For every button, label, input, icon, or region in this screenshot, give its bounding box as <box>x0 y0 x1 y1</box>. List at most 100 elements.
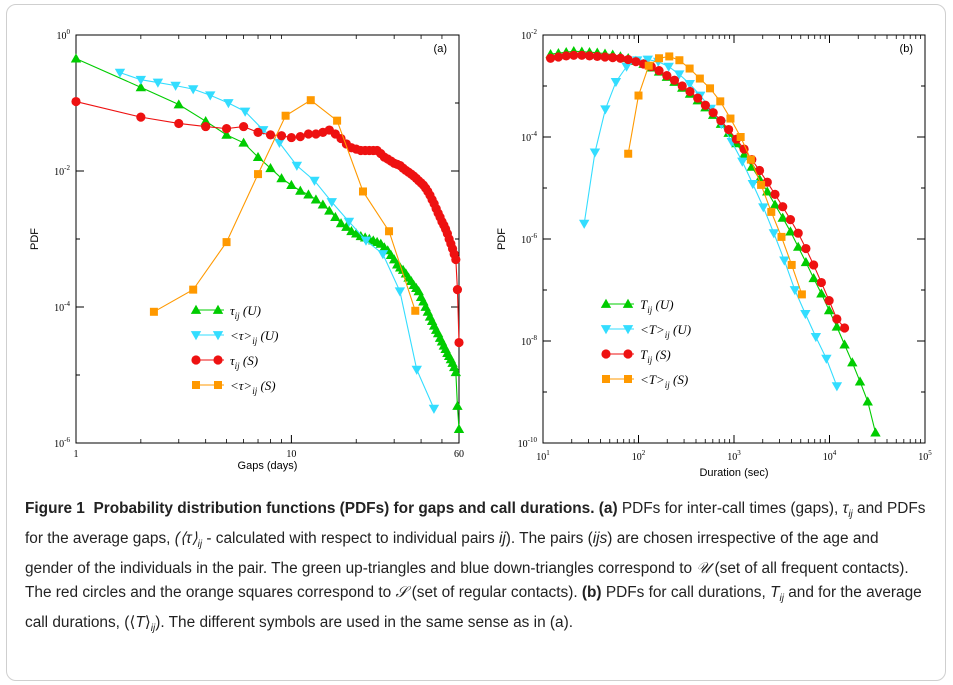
caption-part-b-label: (b) <box>581 584 602 602</box>
panel-a-series-u-point <box>326 198 337 208</box>
legend-item: <T>ij (S) <box>602 372 688 390</box>
panel-a-series-u-point <box>335 218 347 228</box>
panel-a-series-s-point <box>286 132 296 143</box>
panel-b-series-t-s-point <box>644 61 653 70</box>
panel-b-series-t-s-point <box>675 56 684 65</box>
panel-b-series-t-u-point <box>862 396 873 406</box>
panel-a-series-u-point <box>309 176 320 186</box>
panel-a-series-s-point <box>295 132 305 142</box>
panel-a-series-s-point <box>221 124 232 134</box>
panel-b-x-axis-label: Duration (sec) <box>699 467 768 479</box>
panel-b-series-t-s-point <box>716 97 725 106</box>
panel-a-series-u-point <box>317 199 329 209</box>
panel-b-series-t-u-point <box>789 286 801 296</box>
panel-a-label: (a) <box>434 43 447 55</box>
legend-label: <τ>ij (S) <box>230 378 276 396</box>
caption-text-b4: ). The different symbols are used in the… <box>155 614 573 632</box>
legend-marker <box>213 355 223 365</box>
legend-item: τij (S) <box>191 353 258 371</box>
panel-a-series-u-point <box>330 211 341 221</box>
panel-b-series-t-s-point <box>600 52 610 62</box>
panel-b-series-t-u-point <box>847 357 858 367</box>
caption-title: Probability distribution functions (PDFs… <box>93 500 595 517</box>
panel-b-series-t-s-point <box>655 54 664 63</box>
panel-a-series-u-point <box>187 85 199 95</box>
panel-a-series-s-point <box>254 170 263 179</box>
panel-b-series-t-s-point <box>624 149 633 158</box>
panel-a-x-tick-label: 1 <box>74 449 79 460</box>
legend-label: <T>ij (S) <box>640 372 688 390</box>
legend-marker <box>212 304 224 314</box>
panel-a-series-s <box>71 96 464 348</box>
panel-b-series-t-s-point <box>577 50 587 60</box>
panel-a-series-u-point <box>377 250 389 260</box>
panel-a-series-u-point <box>324 205 335 215</box>
caption-part-a-label: (a) <box>598 500 618 517</box>
legend-marker <box>622 325 634 335</box>
panel-a-series-s-point <box>311 129 321 139</box>
panel-a-series-u-point <box>252 151 264 162</box>
panel-b-series-t-u-point <box>870 427 881 437</box>
panel-a-series-s-point <box>136 112 146 122</box>
caption-set-s: 𝒮 <box>395 584 408 602</box>
caption-text-a2: and PDFs for the average gaps, <box>25 500 926 548</box>
legend-item: Tij (U) <box>600 297 674 315</box>
panel-a-series-u-point <box>173 99 184 109</box>
legend-item: <τ>ij (U) <box>190 328 279 346</box>
panel-b-series-t-s-point <box>615 53 626 63</box>
panel-b-series-t-u-point <box>808 273 819 283</box>
panel-b-series-t-s-point <box>561 51 571 61</box>
panel-b-series-t-s-point <box>545 53 556 63</box>
panel-a-series-s-point <box>189 285 198 294</box>
panel-a-series-u-line <box>75 58 460 430</box>
panel-a-series-u-point <box>394 287 406 297</box>
panel-a-x-tick-label: 10 <box>286 449 296 460</box>
panel-b-series-t-s-point <box>708 108 718 118</box>
panel-b-series-t-s-point <box>726 114 735 123</box>
caption-text-a7: (set of regular contacts). <box>411 584 578 602</box>
panel-b-series-t-s-point <box>757 180 766 189</box>
panel-a-series-u-point <box>152 78 164 88</box>
panel-a-series-u-point <box>274 138 285 148</box>
panel-b-series-t-s-point <box>770 189 780 199</box>
panel-a-series-u-point <box>221 129 232 139</box>
panel-b-series-t-s-point <box>700 100 711 110</box>
panel-b: 101 102 103 104 105 10-2 10-4 10-6 10-8 10-10 Dura… <box>496 28 932 479</box>
legend-item: <τ>ij (S) <box>192 378 276 396</box>
panel-b-series-t-u-point <box>684 79 695 90</box>
panel-b-label: (b) <box>900 43 913 55</box>
caption-avg-tau: (⟨τ⟩ij <box>174 530 203 551</box>
panel-a-series-u-point <box>238 137 249 147</box>
panel-b-y-tick-label: 10-4 <box>521 130 537 144</box>
panel-a-series-u-point <box>265 162 276 173</box>
panel-a-series-s-point <box>276 131 287 141</box>
panel-b-series-t-u-point <box>600 105 611 115</box>
panel-b-series-t-s-point <box>592 51 602 62</box>
panel-a-series-s-point <box>222 238 231 247</box>
panel-b-series-t-s-point <box>584 51 595 61</box>
panel-a-series-s-point <box>358 187 367 196</box>
panel-b-series-t-s-point <box>608 53 618 63</box>
panel-b-series-t-s-point <box>739 144 749 154</box>
panel-b-series-t-s-point <box>793 228 803 238</box>
panel-a-series-u-point <box>411 365 422 375</box>
panel-b-series-t-u-point <box>737 157 748 167</box>
panel-a-series-u-point <box>303 189 314 199</box>
figure-frame <box>6 4 946 681</box>
panel-a-series-u-point <box>239 107 251 117</box>
panel-b-series-t-u-point <box>621 62 632 72</box>
panel-a-series-s-point <box>281 111 290 120</box>
panel-a-series-s-point <box>451 254 461 265</box>
panel-b-series-t-u-point <box>610 78 622 88</box>
panel-b-series-t-s-point <box>777 232 786 241</box>
panel-b-series-t-s-point <box>662 70 672 81</box>
caption-pair: ij <box>498 530 506 548</box>
panel-b-series-t-s-point <box>569 50 579 60</box>
panel-b-series-t-s-point <box>839 323 850 333</box>
panel-b-series-t-u-point <box>831 382 843 392</box>
panel-a-series-s-point <box>333 116 342 125</box>
panel-b-series-t-u-point <box>792 241 804 251</box>
panel-b-x-tick-label: 102 <box>632 449 646 463</box>
panel-b-series-t-s-point <box>801 243 811 254</box>
panel-a-series-s-point <box>306 96 315 105</box>
